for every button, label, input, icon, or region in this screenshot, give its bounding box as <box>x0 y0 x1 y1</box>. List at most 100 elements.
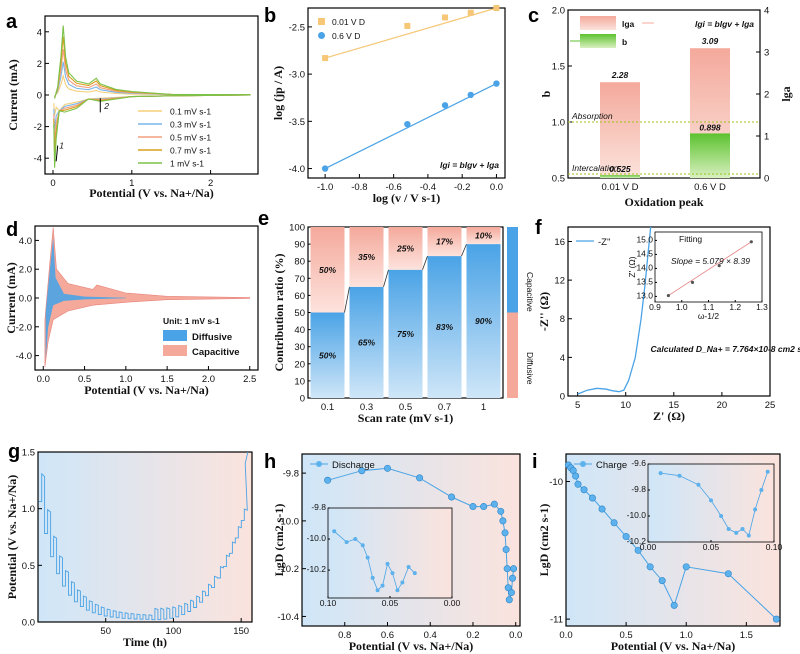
panel-f-inset-frame <box>654 231 763 303</box>
panel-c-y2-tick-label: 2 <box>764 90 769 101</box>
panel-b-label: b <box>264 5 276 27</box>
panel-b-y-tick-label: -2.5 <box>289 22 305 33</box>
panel-h-label: h <box>264 451 276 473</box>
panel-f-x-tick-label: 20 <box>717 400 728 411</box>
panel-g-potential-line <box>38 451 249 621</box>
panel-g-y-tick-label: 0.5 <box>22 561 35 572</box>
panel-b-point <box>404 120 411 128</box>
panel-c-equation: lgi = blgv + lga <box>695 19 754 29</box>
panel-c-xlabel: Oxidation peak <box>624 195 703 209</box>
panel-a-x-tick-label: 0 <box>50 178 55 189</box>
panel-d-x-tick-label: 2.5 <box>243 374 256 385</box>
panel-d-legend-swatch <box>163 345 187 356</box>
panel-d-y-tick-label: 2.0 <box>19 265 32 276</box>
panel-f-inset-point <box>717 264 721 268</box>
panel-i-inset-point <box>709 498 713 503</box>
panel-e-xlabel: Scan rate (mV s-1) <box>358 411 453 425</box>
panel-f-xlabel: Z' (Ω) <box>653 409 685 423</box>
panel-i-inset-point <box>753 507 758 512</box>
panel-i-x-tick-label: 0.5 <box>620 630 633 641</box>
panel-a-legend-label: 0.1 mV s-1 <box>170 107 211 117</box>
panel-i-inset-x-tick-label: 0.10 <box>766 542 783 552</box>
panel-a-annotation-2: 2 <box>103 101 109 111</box>
panel-e-diffusive-bar <box>310 312 345 398</box>
panel-b-x-tick-label: -0.6 <box>385 182 401 193</box>
panel-d-y-tick-label: -4.0 <box>16 351 32 362</box>
panel-b-legend-label: 0.6 V D <box>332 31 360 41</box>
panel-b-x-tick-label: -1.0 <box>317 182 333 193</box>
panel-h-inset-point <box>353 537 358 542</box>
panel-i-inset-point <box>734 530 739 535</box>
panel-d-x-tick-label: 0.0 <box>37 374 50 385</box>
panel-f-inset-equation: Slope = 5.079 × 8.39 <box>671 256 750 266</box>
panel-b-legend-marker <box>318 18 325 25</box>
panel-e-capacitive-bar <box>427 227 462 257</box>
panel-e-x-tick-label: 0.5 <box>399 402 412 413</box>
panel-i-point <box>772 615 780 623</box>
panel-h-point <box>490 500 498 508</box>
panel-f-inset-point <box>749 240 753 244</box>
panel-h-inset-point <box>412 571 417 576</box>
panel-g-x-tick-label: 100 <box>166 626 182 637</box>
panel-f-y-tick-label: 16 <box>554 237 565 248</box>
panel-b-legend-label: 0.01 V D <box>332 17 365 27</box>
panel-e-capacitive-bar <box>388 227 423 270</box>
panel-i-point <box>588 494 596 502</box>
panel-h-inset-point <box>390 571 395 576</box>
panel-f-inset-y-tick-label: 13.0 <box>636 290 653 300</box>
panel-a-x-tick-label: 1 <box>129 178 134 189</box>
panel-h-x-tick-label: 0.0 <box>509 630 522 641</box>
panel-c-lga-label: 2.28 <box>611 70 629 80</box>
panel-b-point <box>493 80 500 87</box>
panel-f-inset-x-tick-label: 1.0 <box>676 302 688 312</box>
panel-e-connector <box>344 286 350 313</box>
panel-b-point <box>467 9 474 16</box>
panel-e-y-tick-label: 60 <box>294 291 305 302</box>
panel-i-point <box>580 486 588 494</box>
panel-i-inset-point <box>677 473 682 478</box>
panel-h-inset-x-tick-label: 0.00 <box>444 598 461 608</box>
panel-a-annotation-1: 1 <box>59 141 64 151</box>
panel-e-connector <box>461 243 467 257</box>
panel-b-fit-line <box>324 83 497 170</box>
panel-b-xlabel: log (v / V s-1) <box>373 191 441 205</box>
panel-f-label: f <box>535 217 542 239</box>
panel-e-y-tick-label: 10 <box>294 376 305 387</box>
panel-e-y-tick-label: 0 <box>300 394 305 405</box>
panel-e-y-tick-label: 80 <box>294 257 305 268</box>
panel-h-point <box>501 529 509 537</box>
panel-i-inset-point <box>765 469 770 474</box>
panel-i-inset-point <box>726 527 731 531</box>
panel-a-y-tick-label: -4 <box>34 154 42 165</box>
panel-d-label: d <box>6 219 18 241</box>
panel-d-diffusive-area <box>45 237 126 360</box>
panel-h-inset-y-tick-label: -10.0 <box>307 533 327 543</box>
panel-h-inset-point <box>370 575 375 580</box>
panel-g-y-tick-label: 1.0 <box>22 504 35 515</box>
panel-c-reference-label: Intercalation <box>572 163 619 173</box>
panel-i-inset-point <box>746 533 751 538</box>
panel-e-diffusive-label: 50% <box>319 350 336 360</box>
panel-h-y-tick-label: -9.8 <box>283 469 299 480</box>
panel-c-ylabel2: lga <box>779 86 793 101</box>
panel-i-inset-y-tick-label: -10.0 <box>627 510 647 520</box>
panel-f-x-tick-label: 10 <box>620 400 631 411</box>
panel-d-x-tick-label: 1.5 <box>161 374 174 385</box>
panel-e-diffusive-label: 75% <box>397 329 414 339</box>
panel-h-point <box>509 574 517 582</box>
panel-c-y-tick-label: 1.5 <box>552 62 565 73</box>
panel-h-x-tick-label: 0.2 <box>466 630 479 641</box>
panel-c-y2-tick-label: 0 <box>764 174 769 185</box>
panel-g-ylabel: Potential (V vs. Na+/Na) <box>5 475 19 600</box>
panel-f-inset-y-tick-label: 14.0 <box>636 262 653 272</box>
panel-e-diffusive-bar <box>427 256 462 398</box>
panel-h-point <box>505 596 513 604</box>
panel-i-point <box>610 519 618 527</box>
panel-f-inset-ylabel: Z' (Ω) <box>627 256 637 277</box>
panel-c-x-tick-label: 0.01 V D <box>602 182 639 193</box>
panel-h-inset-x-tick-label: 0.05 <box>382 598 399 608</box>
panel-e-capacitive-bar <box>349 227 384 287</box>
panel-i-inset-y-tick-label: -10.2 <box>627 536 647 546</box>
panel-g-background <box>38 452 252 622</box>
panel-h-inset-point <box>365 555 370 560</box>
